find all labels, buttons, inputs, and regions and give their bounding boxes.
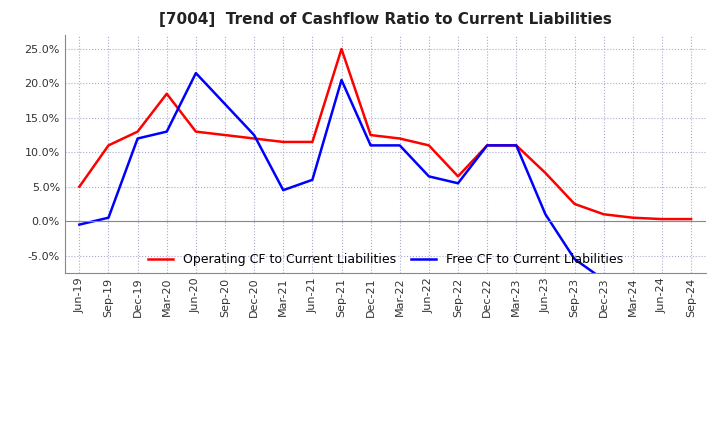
Free CF to Current Liabilities — [133, 136, 142, 141]
Operating CF to Current Liabilities — [279, 139, 287, 145]
Operating CF to Current Liabilities — [599, 212, 608, 217]
Operating CF to Current Liabilities — [395, 136, 404, 141]
Free CF to Current Liabilities — [687, 277, 696, 282]
Free CF to Current Liabilities — [483, 143, 492, 148]
Free CF to Current Liabilities — [220, 102, 229, 107]
Free CF to Current Liabilities — [454, 181, 462, 186]
Operating CF to Current Liabilities — [133, 129, 142, 134]
Free CF to Current Liabilities — [308, 177, 317, 183]
Operating CF to Current Liabilities — [629, 215, 637, 220]
Free CF to Current Liabilities — [75, 222, 84, 227]
Operating CF to Current Liabilities — [657, 216, 666, 222]
Operating CF to Current Liabilities — [220, 132, 229, 138]
Free CF to Current Liabilities — [104, 215, 113, 220]
Operating CF to Current Liabilities — [425, 143, 433, 148]
Free CF to Current Liabilities — [541, 212, 550, 217]
Free CF to Current Liabilities — [163, 129, 171, 134]
Operating CF to Current Liabilities — [163, 91, 171, 96]
Free CF to Current Liabilities — [192, 70, 200, 76]
Operating CF to Current Liabilities — [512, 143, 521, 148]
Free CF to Current Liabilities — [395, 143, 404, 148]
Line: Free CF to Current Liabilities: Free CF to Current Liabilities — [79, 73, 691, 286]
Free CF to Current Liabilities — [629, 284, 637, 289]
Free CF to Current Liabilities — [512, 143, 521, 148]
Operating CF to Current Liabilities — [104, 143, 113, 148]
Title: [7004]  Trend of Cashflow Ratio to Current Liabilities: [7004] Trend of Cashflow Ratio to Curren… — [159, 12, 611, 27]
Operating CF to Current Liabilities — [192, 129, 200, 134]
Operating CF to Current Liabilities — [337, 46, 346, 51]
Legend: Operating CF to Current Liabilities, Free CF to Current Liabilities: Operating CF to Current Liabilities, Fre… — [143, 248, 628, 271]
Operating CF to Current Liabilities — [454, 174, 462, 179]
Operating CF to Current Liabilities — [687, 216, 696, 222]
Free CF to Current Liabilities — [425, 174, 433, 179]
Operating CF to Current Liabilities — [308, 139, 317, 145]
Free CF to Current Liabilities — [366, 143, 375, 148]
Operating CF to Current Liabilities — [570, 201, 579, 206]
Operating CF to Current Liabilities — [541, 170, 550, 176]
Operating CF to Current Liabilities — [366, 132, 375, 138]
Free CF to Current Liabilities — [657, 280, 666, 286]
Free CF to Current Liabilities — [599, 277, 608, 282]
Operating CF to Current Liabilities — [483, 143, 492, 148]
Operating CF to Current Liabilities — [75, 184, 84, 189]
Free CF to Current Liabilities — [250, 132, 258, 138]
Free CF to Current Liabilities — [337, 77, 346, 83]
Line: Operating CF to Current Liabilities: Operating CF to Current Liabilities — [79, 49, 691, 219]
Operating CF to Current Liabilities — [250, 136, 258, 141]
Free CF to Current Liabilities — [279, 187, 287, 193]
Free CF to Current Liabilities — [570, 257, 579, 262]
